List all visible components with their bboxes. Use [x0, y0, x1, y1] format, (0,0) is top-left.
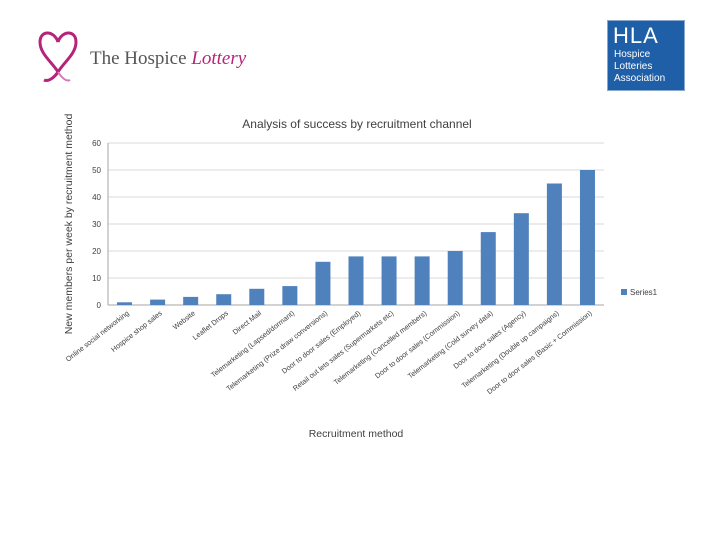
hospice-lottery-logo: The Hospice Lottery: [36, 22, 258, 90]
y-tick-label: 60: [92, 139, 101, 148]
hla-line-3: Association: [614, 73, 666, 84]
bar: [282, 286, 298, 305]
hla-abbr: HLA: [613, 23, 659, 48]
hla-line-1: Hospice: [614, 49, 651, 60]
heart-ribbon-icon: [38, 31, 78, 82]
bar: [348, 256, 364, 305]
bar: [414, 256, 430, 305]
bar: [216, 294, 232, 305]
chart-title: Analysis of success by recruitment chann…: [242, 117, 471, 131]
bar: [579, 170, 595, 305]
y-tick-label: 10: [92, 274, 101, 283]
y-tick-label: 0: [97, 301, 102, 310]
recruitment-bar-chart: Analysis of success by recruitment chann…: [63, 114, 658, 440]
x-tick-label: Website: [171, 308, 197, 331]
brand-name: The Hospice Lottery: [90, 48, 247, 69]
bar: [447, 251, 463, 305]
y-axis-label: New members per week by recruitment meth…: [63, 114, 75, 335]
x-axis-label: Recruitment method: [309, 428, 404, 440]
y-tick-label: 40: [92, 193, 101, 202]
legend-label: Series1: [630, 288, 658, 297]
legend-swatch: [621, 289, 627, 295]
y-tick-label: 50: [92, 166, 101, 175]
bar: [150, 299, 166, 305]
bar: [513, 213, 529, 305]
y-tick-label: 30: [92, 220, 101, 229]
x-tick-label: Leaflet Drops: [191, 308, 231, 342]
bar: [315, 261, 331, 305]
bar: [381, 256, 397, 305]
y-tick-label: 20: [92, 247, 101, 256]
bar: [546, 183, 562, 305]
x-tick-label: Direct Mail: [231, 308, 264, 336]
bar: [117, 302, 133, 305]
hla-line-2: Lotteries: [614, 61, 653, 72]
bar: [183, 296, 199, 305]
hla-logo: HLA Hospice Lotteries Association: [607, 20, 685, 91]
bar: [480, 232, 496, 305]
bar: [249, 288, 265, 305]
